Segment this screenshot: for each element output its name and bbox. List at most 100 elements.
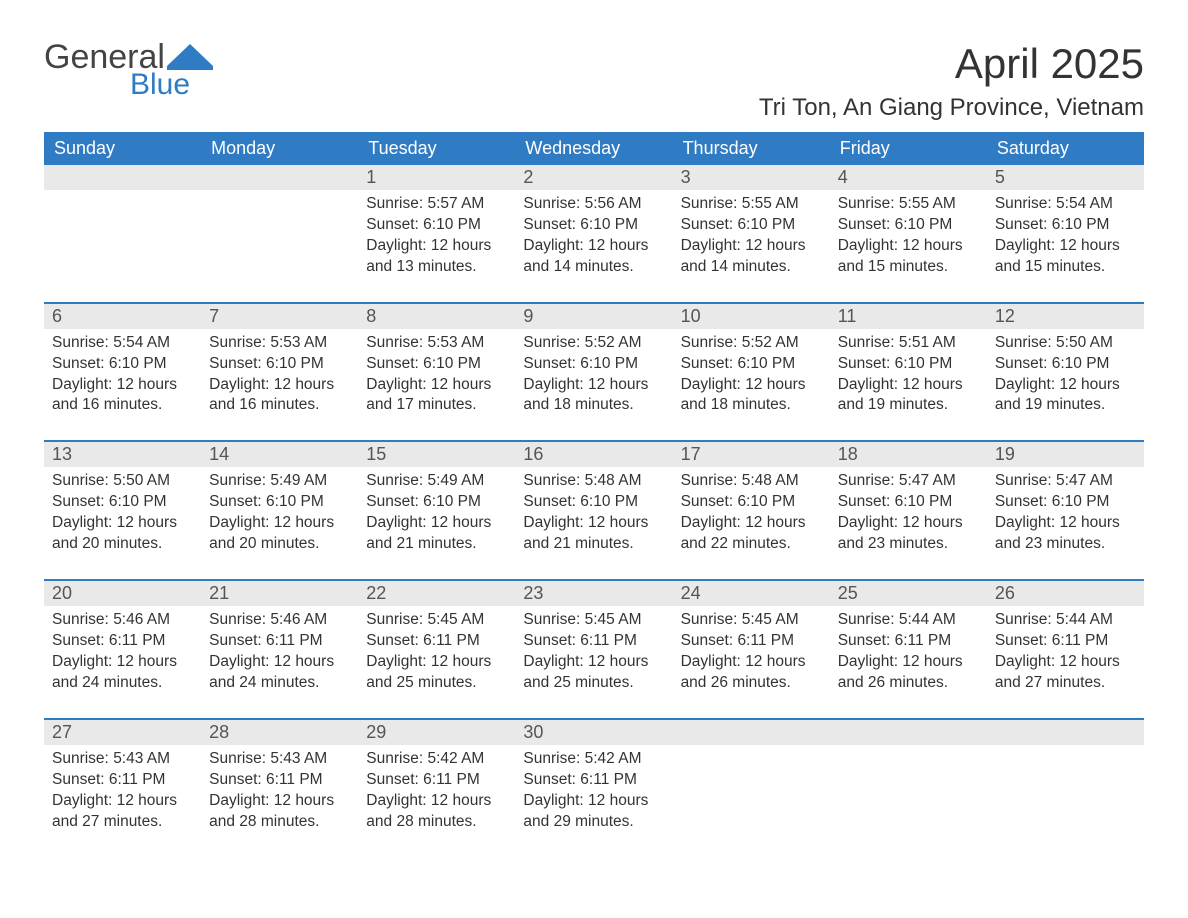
sunrise-line: Sunrise: 5:52 AM (681, 333, 822, 354)
sunset-line: Sunset: 6:10 PM (366, 354, 507, 375)
sunrise-line: Sunrise: 5:50 AM (52, 471, 193, 492)
sunset-label: Sunset: (366, 771, 419, 788)
day-number (44, 165, 201, 190)
sunrise-value: 5:42 AM (427, 750, 484, 767)
sunrise-label: Sunrise: (209, 750, 266, 767)
sunset-label: Sunset: (995, 632, 1048, 649)
sunset-value: 6:10 PM (1052, 493, 1110, 510)
sunrise-label: Sunrise: (838, 611, 895, 628)
sunrise-label: Sunrise: (523, 195, 580, 212)
daylight-line: Daylight: 12 hours and 18 minutes. (681, 375, 822, 417)
weekday-header: Sunday (44, 132, 201, 165)
week-row: 6789101112Sunrise: 5:54 AMSunset: 6:10 P… (44, 302, 1144, 427)
daylight-label: Daylight: (523, 792, 583, 809)
daylight-label: Daylight: (366, 376, 426, 393)
day-number: 26 (987, 581, 1144, 606)
sunset-value: 6:10 PM (580, 216, 638, 233)
daylight-line: Daylight: 12 hours and 17 minutes. (366, 375, 507, 417)
daylight-line: Daylight: 12 hours and 24 minutes. (52, 652, 193, 694)
sunrise-label: Sunrise: (366, 195, 423, 212)
sunrise-value: 5:46 AM (113, 611, 170, 628)
day-detail: Sunrise: 5:49 AMSunset: 6:10 PMDaylight:… (201, 467, 358, 565)
day-number: 14 (201, 442, 358, 467)
sunrise-label: Sunrise: (838, 195, 895, 212)
day-number: 1 (358, 165, 515, 190)
daylight-label: Daylight: (681, 653, 741, 670)
day-detail: Sunrise: 5:50 AMSunset: 6:10 PMDaylight:… (44, 467, 201, 565)
day-number: 2 (515, 165, 672, 190)
day-detail: Sunrise: 5:53 AMSunset: 6:10 PMDaylight:… (201, 329, 358, 427)
sunrise-value: 5:53 AM (270, 334, 327, 351)
sunrise-line: Sunrise: 5:49 AM (209, 471, 350, 492)
sunset-line: Sunset: 6:10 PM (995, 492, 1136, 513)
day-detail: Sunrise: 5:42 AMSunset: 6:11 PMDaylight:… (358, 745, 515, 843)
sunset-value: 6:10 PM (109, 493, 167, 510)
sunset-value: 6:10 PM (109, 355, 167, 372)
sunset-label: Sunset: (209, 493, 262, 510)
day-number: 4 (830, 165, 987, 190)
sunset-value: 6:10 PM (1052, 216, 1110, 233)
sunrise-value: 5:54 AM (113, 334, 170, 351)
day-detail: Sunrise: 5:45 AMSunset: 6:11 PMDaylight:… (673, 606, 830, 704)
daylight-line: Daylight: 12 hours and 25 minutes. (366, 652, 507, 694)
day-number (673, 720, 830, 745)
day-detail: Sunrise: 5:55 AMSunset: 6:10 PMDaylight:… (830, 190, 987, 288)
sunrise-line: Sunrise: 5:45 AM (523, 610, 664, 631)
sunrise-label: Sunrise: (523, 611, 580, 628)
daylight-line: Daylight: 12 hours and 26 minutes. (838, 652, 979, 694)
sunrise-value: 5:47 AM (899, 472, 956, 489)
day-detail: Sunrise: 5:44 AMSunset: 6:11 PMDaylight:… (987, 606, 1144, 704)
sunset-label: Sunset: (523, 216, 576, 233)
sunrise-line: Sunrise: 5:46 AM (52, 610, 193, 631)
sunrise-value: 5:42 AM (585, 750, 642, 767)
daylight-line: Daylight: 12 hours and 14 minutes. (681, 236, 822, 278)
day-number: 16 (515, 442, 672, 467)
sunset-line: Sunset: 6:10 PM (681, 354, 822, 375)
daylight-line: Daylight: 12 hours and 14 minutes. (523, 236, 664, 278)
sunrise-line: Sunrise: 5:44 AM (838, 610, 979, 631)
sunrise-value: 5:45 AM (585, 611, 642, 628)
daylight-line: Daylight: 12 hours and 25 minutes. (523, 652, 664, 694)
sunset-label: Sunset: (681, 493, 734, 510)
sunset-label: Sunset: (523, 493, 576, 510)
sunrise-line: Sunrise: 5:53 AM (366, 333, 507, 354)
sunset-value: 6:11 PM (580, 771, 637, 788)
sunrise-value: 5:50 AM (1056, 334, 1113, 351)
sunset-line: Sunset: 6:11 PM (523, 631, 664, 652)
weekday-header: Friday (830, 132, 987, 165)
day-detail: Sunrise: 5:53 AMSunset: 6:10 PMDaylight:… (358, 329, 515, 427)
sunrise-value: 5:54 AM (1056, 195, 1113, 212)
sunrise-label: Sunrise: (366, 750, 423, 767)
sunrise-value: 5:44 AM (1056, 611, 1113, 628)
location-subtitle: Tri Ton, An Giang Province, Vietnam (759, 94, 1144, 122)
daylight-label: Daylight: (838, 376, 898, 393)
sunrise-value: 5:47 AM (1056, 472, 1113, 489)
daylight-line: Daylight: 12 hours and 16 minutes. (52, 375, 193, 417)
daylight-label: Daylight: (995, 376, 1055, 393)
day-number: 27 (44, 720, 201, 745)
daylight-label: Daylight: (366, 237, 426, 254)
day-number: 8 (358, 304, 515, 329)
sunset-label: Sunset: (681, 216, 734, 233)
sunrise-line: Sunrise: 5:43 AM (52, 749, 193, 770)
day-number: 11 (830, 304, 987, 329)
day-detail (673, 745, 830, 843)
sunset-label: Sunset: (523, 355, 576, 372)
daylight-line: Daylight: 12 hours and 20 minutes. (209, 513, 350, 555)
sunset-value: 6:11 PM (423, 632, 480, 649)
daylight-line: Daylight: 12 hours and 13 minutes. (366, 236, 507, 278)
sunset-line: Sunset: 6:11 PM (52, 770, 193, 791)
sunset-label: Sunset: (366, 493, 419, 510)
sunset-value: 6:11 PM (109, 771, 166, 788)
sunset-value: 6:10 PM (580, 355, 638, 372)
day-detail: Sunrise: 5:52 AMSunset: 6:10 PMDaylight:… (673, 329, 830, 427)
sunrise-label: Sunrise: (523, 472, 580, 489)
sunset-value: 6:10 PM (580, 493, 638, 510)
sunrise-label: Sunrise: (681, 334, 738, 351)
sunset-line: Sunset: 6:11 PM (681, 631, 822, 652)
daylight-label: Daylight: (995, 653, 1055, 670)
daylight-label: Daylight: (523, 237, 583, 254)
daylight-line: Daylight: 12 hours and 27 minutes. (52, 791, 193, 833)
day-detail: Sunrise: 5:42 AMSunset: 6:11 PMDaylight:… (515, 745, 672, 843)
sunrise-line: Sunrise: 5:45 AM (681, 610, 822, 631)
